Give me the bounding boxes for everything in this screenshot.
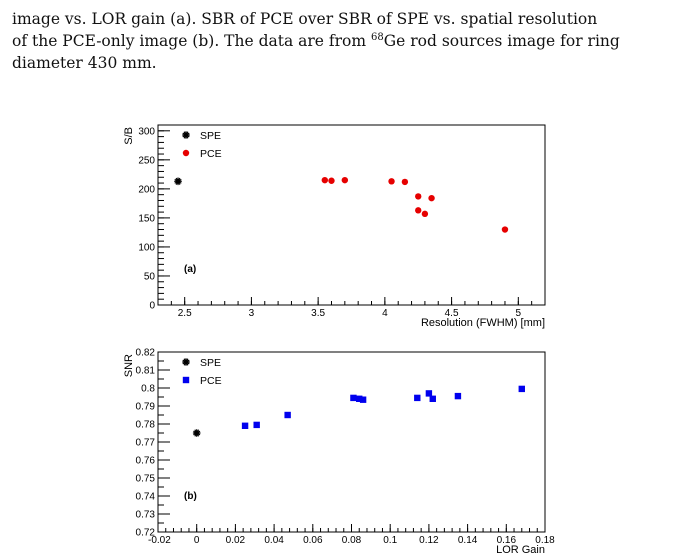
panel-a-panel-label: (a) [184, 264, 196, 275]
panel-b-y-tick-label: 0.74 [136, 492, 156, 503]
panel-a-pce-data-point [415, 207, 422, 214]
panel-a-pce-data-point [421, 210, 429, 218]
panel-b-y-tick-label: 0.79 [136, 402, 156, 413]
panel-b-pce-data-point [429, 395, 436, 402]
panel-a-y-tick-label: 50 [144, 271, 156, 282]
figure-caption: image vs. LOR gain (a). SBR of PCE over … [12, 8, 692, 74]
panel-a-spe-data-point [174, 177, 182, 186]
panel-a-x-tick-label: 4 [382, 308, 388, 319]
panel-a-y-axis-title: S/B [123, 127, 135, 145]
panel-a-plot-frame [157, 124, 546, 306]
panel-b-legend-marker-spe [182, 358, 190, 366]
panel-a-legend-label-pce: PCE [200, 148, 222, 160]
panel-b-legend-label-pce: PCE [200, 375, 222, 387]
panel-b-y-tick-label: 0.73 [136, 510, 156, 521]
panel-b-y-tick-label: 0.76 [136, 456, 156, 467]
panel-a-y-tick-label: 300 [138, 126, 155, 137]
panel-a-x-tick-label: 3 [249, 308, 255, 319]
caption-line-2-start: of the PCE-only image (b). The data are … [12, 32, 372, 50]
panel-a-y-tick-label: 100 [138, 242, 155, 253]
panel-b-x-tick-label: 0.18 [535, 535, 555, 546]
panel-a-pce-data-point [328, 177, 335, 184]
panel-b-x-tick-label: 0.14 [458, 535, 478, 546]
caption-superscript: 68 [371, 31, 384, 43]
panel-b-x-tick-label: 0.16 [497, 535, 517, 546]
panel-b-spe-data-point [192, 429, 201, 437]
panel-a-x-tick-label: 2.5 [178, 308, 192, 319]
panel-a-legend-marker-spe [182, 131, 190, 139]
panel-a-pce-data-point [415, 193, 422, 200]
panel-b-pce-data-point [241, 422, 249, 429]
panel-b-pce-data-point [414, 394, 421, 402]
panel-b-x-tick-label: 0.1 [383, 535, 397, 546]
panel-b-y-tick-label: 0.81 [136, 366, 156, 377]
panel-a-x-tick-label: 5 [516, 308, 522, 319]
panel-b-x-tick-label: 0.08 [342, 535, 362, 546]
panel-b-pce-data-point [253, 421, 260, 429]
panel-b-x-tick-label: 0.02 [226, 535, 246, 546]
caption-line-2: of the PCE-only image (b). The data are … [12, 30, 692, 52]
panel-b-pce-data-point [518, 385, 525, 393]
caption-line-2-end: Ge rod sources image for ring [383, 32, 620, 50]
panel-a-y-tick-label: 250 [138, 155, 155, 166]
panel-b-y-tick-label: 0.78 [136, 420, 156, 431]
panel-b-pce-data-point [425, 390, 433, 397]
panel-b-x-tick-label: 0.12 [419, 535, 439, 546]
panel-a-y-tick-label: 200 [138, 184, 155, 195]
panel-b-y-tick-label: 0.72 [136, 528, 156, 539]
panel-b-x-tick-label: -0.02 [148, 535, 171, 546]
panel-a-x-axis-title: Resolution (FWHM) [mm] [421, 317, 545, 329]
panel-b-x-tick-label: 0.04 [264, 535, 284, 546]
panel-b-y-axis-title: SNR [123, 354, 135, 377]
panel-b-pce-data-point [356, 395, 363, 402]
panel-b-panel-label: (b) [184, 491, 197, 502]
panel-a-pce-data-point [341, 176, 349, 184]
panel-b-pce-data-point [454, 392, 462, 400]
panel-a-pce-data-point [501, 226, 509, 233]
panel-a-pce-data-point [388, 178, 395, 185]
panel-b-y-tick-label: 0.82 [136, 348, 156, 359]
panel-b-x-axis-title: LOR Gain [496, 544, 545, 556]
panel-b-x-tick-label: 0 [194, 535, 200, 546]
panel-b-legend-label-spe: SPE [200, 357, 221, 369]
panel-a-pce-data-point [321, 176, 329, 184]
panel-b-pce-data-point [359, 396, 367, 403]
panel-a-pce-data-point [401, 178, 409, 186]
caption-line-1: image vs. LOR gain (a). SBR of PCE over … [12, 10, 598, 28]
panel-b-y-tick-label: 0.77 [136, 438, 156, 449]
panel-a-legend-label-spe: SPE [200, 130, 221, 142]
panel-a-pce-data-point [428, 194, 435, 202]
panel-b-pce-data-point [284, 411, 291, 419]
panel-b-y-tick-label: 0.75 [136, 474, 156, 485]
panel-a-y-tick-label: 0 [149, 301, 155, 312]
panel-a-legend-marker-pce [182, 149, 190, 157]
panel-b-pce-data-point [350, 394, 357, 402]
panel-b-x-tick-label: 0.06 [303, 535, 323, 546]
panel-a-x-tick-label: 4.5 [445, 308, 459, 319]
panel-a-y-tick-label: 150 [138, 213, 155, 224]
panel-b-legend-marker-pce [182, 376, 190, 384]
panel-b-y-tick-label: 0.8 [141, 384, 155, 395]
panel-a-x-tick-label: 3.5 [311, 308, 325, 319]
caption-line-3: diameter 430 mm. [12, 54, 157, 72]
